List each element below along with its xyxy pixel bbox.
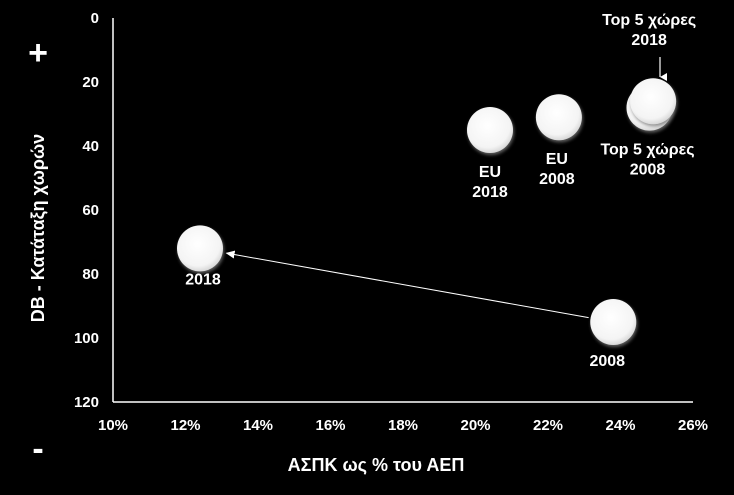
y-tick-label: 100 xyxy=(74,330,99,347)
y-tick-label: 120 xyxy=(74,394,99,411)
point-label: 2018 xyxy=(185,271,221,288)
point-label: EU 2018 xyxy=(472,164,508,201)
plus-sign: + xyxy=(28,34,48,72)
y-tick-label: 0 xyxy=(91,10,99,27)
y-tick-label: 80 xyxy=(82,266,99,283)
x-tick-label: 26% xyxy=(678,417,708,434)
x-tick-label: 24% xyxy=(605,417,635,434)
point-label: 2008 xyxy=(589,353,625,370)
point-labels: 2018 2008 EU 2018 EU 2008 Top 5 χώρες 2018 Top 5… xyxy=(185,12,696,370)
x-axis-title: ΑΣΠΚ ως % του ΑΕΠ xyxy=(288,455,465,475)
y-tick-label: 60 xyxy=(82,202,99,219)
data-point xyxy=(535,94,582,141)
data-point xyxy=(467,107,513,153)
x-tick-label: 10% xyxy=(98,417,128,434)
y-tick-label: 20 xyxy=(82,74,99,91)
x-tick-label: 18% xyxy=(388,417,418,434)
x-tick-label: 16% xyxy=(315,417,345,434)
y-tick-label: 40 xyxy=(82,138,99,155)
x-tick-label: 14% xyxy=(243,417,273,434)
data-point xyxy=(630,78,677,125)
point-label: Top 5 χώρες 2008 xyxy=(600,142,694,179)
minus-sign: - xyxy=(32,430,43,468)
point-label: EU 2008 xyxy=(539,151,575,188)
y-tick-labels: 0 20 40 60 80 100 120 xyxy=(74,10,99,411)
x-tick-label: 22% xyxy=(533,417,563,434)
data-point xyxy=(177,225,223,272)
x-tick-label: 20% xyxy=(460,417,490,434)
data-point xyxy=(590,299,637,345)
data-points xyxy=(177,78,677,345)
point-label: Top 5 χώρες 2018 xyxy=(602,12,696,49)
x-tick-label: 12% xyxy=(170,417,200,434)
x-tick-labels: 10% 12% 14% 16% 18% 20% 22% 24% 26% xyxy=(98,417,708,434)
y-axis-title: DB - Κατάταξη χωρών xyxy=(28,134,49,322)
trend-arrow xyxy=(225,250,589,319)
